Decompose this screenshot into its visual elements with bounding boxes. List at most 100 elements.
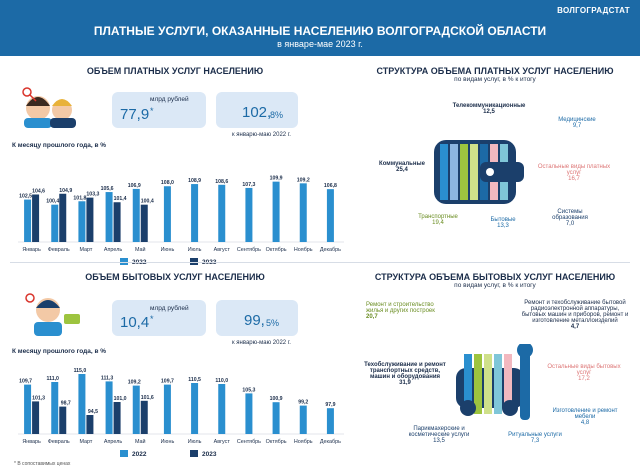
- category-label: Декабрь: [320, 247, 341, 253]
- hh-struct-other: Остальные виды бытовых услуг 17,2: [544, 364, 624, 382]
- bar-2023: [59, 406, 67, 434]
- education-label: Системы образования: [552, 209, 588, 221]
- bar-2022: [132, 188, 140, 242]
- household-section-title: ОБЪЕМ БЫТОВЫХ УСЛУГ НАСЕЛЕНИЮ: [85, 272, 265, 282]
- bar-2022: [191, 184, 199, 242]
- bar-2022: [78, 374, 86, 434]
- funeral-label: Ритуальные услуги: [508, 432, 562, 438]
- paid-structure-subtitle: по видам услуг, в % к итогу: [454, 76, 536, 83]
- household-volume-card: млрд рублей 10,4 *: [112, 300, 206, 336]
- bar-2022: [163, 186, 171, 242]
- bar-label-2022: 110,0: [215, 378, 228, 384]
- construction-value: 20,7: [366, 314, 378, 320]
- wallet-icon: [434, 140, 524, 204]
- other-household-label: Остальные виды бытовых услуг: [547, 364, 621, 376]
- hairdresser-value: 13,5: [433, 438, 445, 444]
- bar-label-2022: 108,9: [188, 178, 201, 184]
- legend-label-2023: 2023: [202, 451, 217, 458]
- category-label: Октябрь: [266, 247, 287, 253]
- vehicle-service-label: Техобслуживание и ремонт транспортных ср…: [364, 362, 446, 380]
- bar-label-2022: 109,2: [128, 380, 141, 386]
- paid-index-card: 102, 8%: [216, 92, 298, 128]
- paid-services-illustration-icon: [22, 87, 76, 128]
- bar-2023: [86, 197, 94, 242]
- transport-label: Транспортные: [418, 214, 458, 220]
- legend-swatch-2023: [190, 258, 198, 265]
- section-divider: [10, 262, 630, 263]
- bar-label-2022: 109,2: [297, 177, 310, 183]
- hh-struct-construction: Ремонт и строительство жилья и других по…: [366, 302, 436, 320]
- bar-2023: [113, 202, 121, 242]
- hh-struct-furniture: Изготовление и ремонт мебели 4,8: [548, 408, 622, 426]
- brand-label: ВОЛГОГРАДСТАТ: [557, 6, 630, 15]
- category-label: Ноябрь: [294, 439, 313, 445]
- medical-value: 9,7: [572, 123, 582, 129]
- bar-label-2023: 101,6: [141, 395, 154, 401]
- bar-label-2023: 94,5: [88, 409, 98, 415]
- bar-label-2023: 101,3: [32, 395, 45, 401]
- bar-2022: [326, 189, 334, 242]
- paid-volume-star: *: [150, 106, 154, 116]
- bar-2022: [163, 384, 171, 434]
- repair-electronics-label: Ремонт и техобслуживание бытовой радиоэл…: [521, 300, 629, 324]
- category-label: Апрель: [104, 439, 122, 445]
- page-title: ПЛАТНЫЕ УСЛУГИ, ОКАЗАННЫЕ НАСЕЛЕНИЮ ВОЛГ…: [93, 24, 547, 38]
- bar-2022: [299, 183, 307, 242]
- bar-label-2023: 104,6: [32, 188, 45, 194]
- category-label: Февраль: [48, 439, 70, 445]
- paid-chart-label: К месяцу прошлого года, в %: [12, 142, 107, 149]
- communal-label: Коммунальные: [379, 161, 425, 167]
- legend-swatch-2022: [120, 258, 128, 265]
- bar-2022: [132, 385, 140, 434]
- category-label: Июнь: [161, 439, 175, 445]
- hh-struct-funeral: Ритуальные услуги 7,3: [500, 432, 570, 444]
- bar-2022: [51, 204, 59, 242]
- household-structure-subtitle: по видам услуг, в % к итогу: [454, 282, 536, 289]
- bar-label-2023: 101,4: [114, 196, 127, 202]
- bar-label-2022: 107,3: [242, 182, 255, 188]
- bar-label-2022: 109,7: [161, 379, 174, 385]
- bar-2023: [86, 415, 94, 434]
- bar-label-2023: 101,0: [114, 396, 127, 402]
- category-label: Ноябрь: [294, 247, 313, 253]
- bar-label-2022: 108,0: [161, 180, 174, 186]
- paid-volume-unit: млрд рублей: [150, 96, 189, 103]
- household-volume-unit: млрд рублей: [150, 305, 189, 312]
- category-label: Апрель: [104, 247, 122, 253]
- paid-struct-telecom: Телекоммуникационные 12,5: [444, 103, 534, 115]
- household-label: Бытовые: [490, 217, 516, 223]
- category-label: Июль: [188, 247, 202, 253]
- hh-struct-hairdresser: Парикмахерские и косметические услуги 13…: [396, 426, 482, 444]
- bar-2022: [78, 201, 86, 242]
- telecom-label: Телекоммуникационные: [452, 103, 526, 109]
- bar-2022: [51, 382, 59, 434]
- paid-struct-communal: Коммунальные 25,4: [370, 161, 434, 173]
- legend-swatch-2022: [120, 450, 128, 457]
- paid-structure-title: СТРУКТУРА ОБЪЕМА ПЛАТНЫХ УСЛУГ НАСЕЛЕНИЮ: [376, 66, 614, 76]
- category-label: Август: [214, 439, 231, 445]
- bar-2023: [140, 204, 148, 242]
- bar-label-2022: 109,9: [270, 176, 283, 182]
- bar-label-2023: 100,4: [141, 199, 154, 205]
- paid-volume-value: 77,9: [120, 106, 150, 123]
- funeral-value: 7,3: [530, 438, 540, 444]
- legend-swatch-2023: [190, 450, 198, 457]
- bar-label-2022: 111,3: [101, 375, 114, 381]
- furniture-value: 4,8: [580, 420, 590, 426]
- paid-volume-card: млрд рублей 77,9 *: [112, 92, 206, 128]
- communal-value: 25,4: [396, 167, 408, 173]
- bar-2022: [191, 383, 199, 434]
- bar-2023: [140, 400, 148, 434]
- bar-2022: [218, 384, 226, 434]
- bar-label-2023: 104,9: [59, 188, 72, 194]
- bar-2023: [59, 193, 67, 242]
- construction-label: Ремонт и строительство жилья и других по…: [366, 302, 435, 314]
- category-label: Март: [79, 247, 92, 253]
- bar-label-2022: 108,6: [215, 179, 228, 185]
- bar-label-2022: 106,8: [324, 183, 337, 189]
- bar-label-2022: 105,6: [101, 186, 114, 192]
- furniture-label: Изготовление и ремонт мебели: [552, 408, 618, 420]
- bar-2022: [272, 402, 280, 434]
- category-label: Август: [214, 247, 231, 253]
- category-label: Май: [135, 438, 146, 445]
